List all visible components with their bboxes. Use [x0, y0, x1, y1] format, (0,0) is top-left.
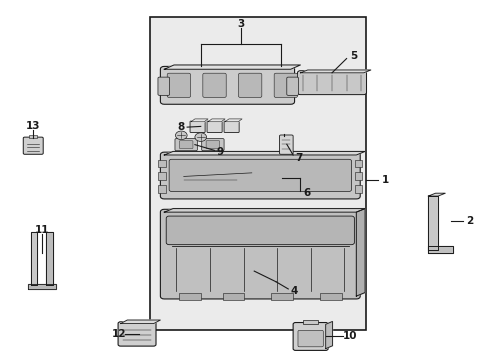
Text: 8: 8: [177, 122, 184, 132]
Polygon shape: [207, 119, 224, 122]
Bar: [149, 18, 366, 330]
FancyBboxPatch shape: [175, 139, 197, 151]
FancyBboxPatch shape: [297, 71, 366, 95]
FancyBboxPatch shape: [292, 323, 327, 350]
Bar: [302, 320, 318, 324]
Polygon shape: [325, 321, 332, 348]
Bar: [158, 159, 165, 167]
Polygon shape: [224, 119, 242, 122]
Text: 10: 10: [342, 332, 357, 342]
FancyBboxPatch shape: [160, 209, 360, 299]
FancyBboxPatch shape: [118, 322, 156, 346]
FancyBboxPatch shape: [286, 77, 298, 95]
Text: 11: 11: [35, 225, 49, 235]
FancyBboxPatch shape: [166, 216, 354, 245]
Text: 1: 1: [381, 175, 388, 185]
FancyBboxPatch shape: [206, 121, 222, 132]
Bar: [158, 172, 165, 180]
Text: 7: 7: [295, 153, 302, 163]
FancyBboxPatch shape: [274, 73, 297, 98]
Polygon shape: [427, 193, 445, 196]
Polygon shape: [300, 70, 370, 73]
Bar: [354, 159, 362, 167]
FancyBboxPatch shape: [158, 77, 169, 95]
Polygon shape: [28, 284, 56, 289]
Bar: [271, 293, 292, 300]
Polygon shape: [191, 119, 207, 122]
FancyBboxPatch shape: [167, 73, 190, 98]
Text: 13: 13: [26, 121, 40, 131]
FancyBboxPatch shape: [160, 152, 360, 199]
Polygon shape: [164, 208, 365, 212]
Text: 4: 4: [290, 286, 298, 296]
Bar: [29, 135, 37, 138]
FancyBboxPatch shape: [190, 121, 204, 132]
FancyBboxPatch shape: [279, 135, 292, 154]
FancyBboxPatch shape: [297, 330, 323, 347]
Polygon shape: [164, 65, 300, 69]
FancyBboxPatch shape: [23, 137, 43, 154]
Text: 5: 5: [349, 51, 356, 61]
Bar: [354, 172, 362, 180]
Polygon shape: [30, 232, 37, 285]
FancyBboxPatch shape: [205, 141, 219, 149]
FancyBboxPatch shape: [203, 73, 226, 98]
Bar: [319, 293, 341, 300]
Bar: [354, 185, 362, 193]
FancyBboxPatch shape: [179, 141, 193, 149]
Polygon shape: [46, 232, 53, 285]
FancyBboxPatch shape: [160, 66, 294, 104]
Polygon shape: [427, 246, 452, 253]
Text: 3: 3: [237, 18, 244, 28]
FancyBboxPatch shape: [224, 121, 239, 132]
FancyBboxPatch shape: [169, 159, 351, 192]
FancyBboxPatch shape: [238, 73, 261, 98]
Polygon shape: [164, 152, 365, 155]
Text: 12: 12: [112, 329, 126, 339]
Bar: [179, 293, 201, 300]
FancyBboxPatch shape: [201, 139, 224, 151]
Bar: [158, 185, 165, 193]
Text: 2: 2: [465, 216, 472, 226]
Polygon shape: [120, 320, 160, 324]
Polygon shape: [356, 208, 365, 296]
Polygon shape: [427, 196, 437, 249]
Text: 9: 9: [216, 148, 224, 157]
Circle shape: [175, 131, 187, 140]
Circle shape: [195, 133, 206, 141]
Text: 6: 6: [303, 188, 310, 198]
Bar: [222, 293, 244, 300]
